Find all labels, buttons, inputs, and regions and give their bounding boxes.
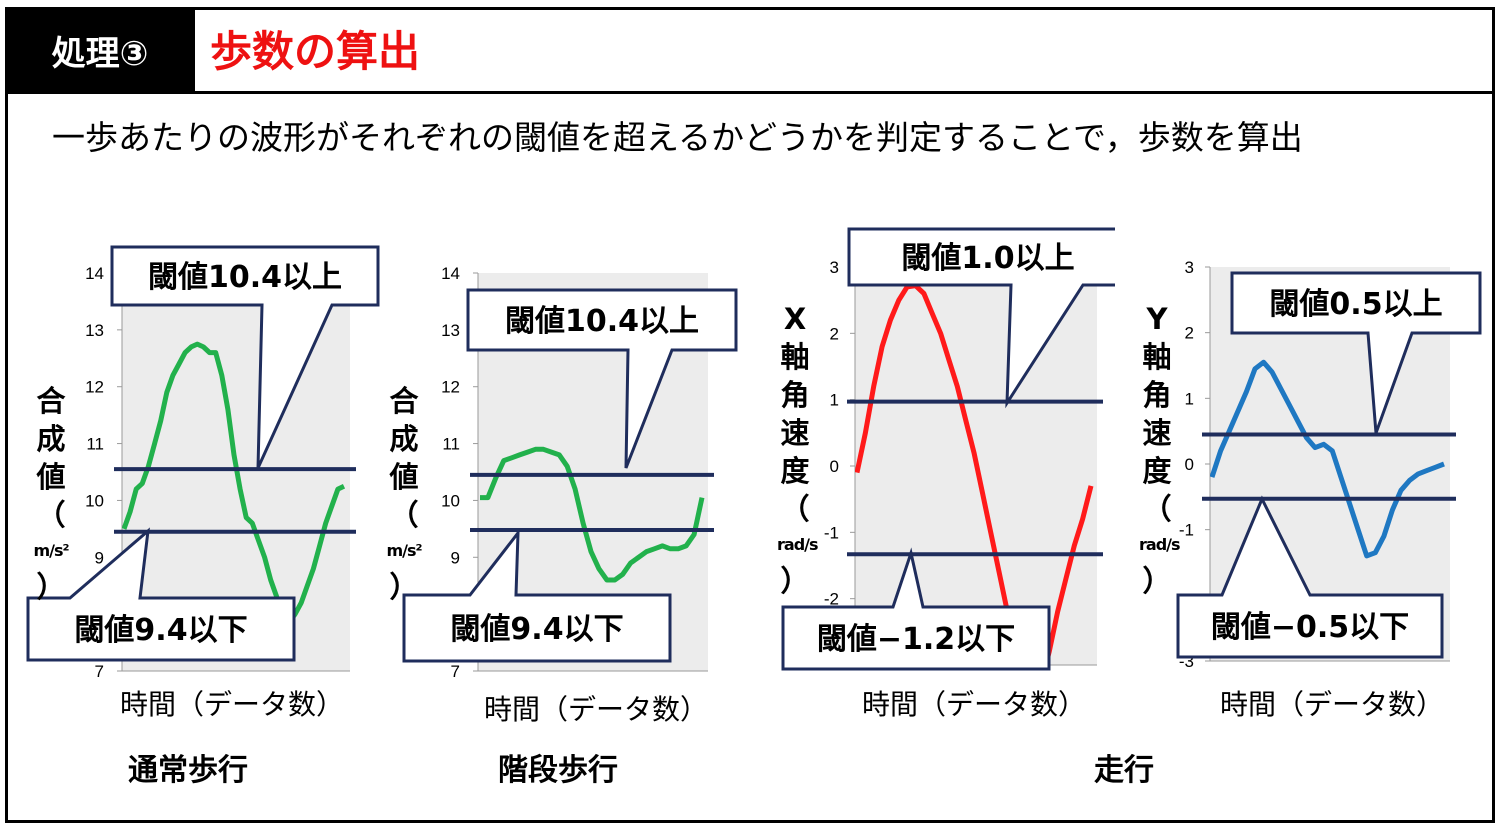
y-axis-title-char: 軸 <box>1142 340 1172 374</box>
y-axis-title-char: （ <box>780 492 810 526</box>
y-axis-title-char: 角 <box>1142 378 1172 412</box>
y-axis-title-stairs: 合成値 （ m/s² ） <box>386 382 422 606</box>
y-axis-title-normal: 合成値 （ m/s² ） <box>33 382 69 606</box>
threshold-label: 閾値9.4以下 <box>74 613 247 648</box>
x-axis-title-run-x: 時間（データ数） <box>862 688 1087 721</box>
y-tick-label: 2 <box>1185 324 1194 343</box>
threshold-callout <box>402 528 672 663</box>
threshold-callout <box>466 288 738 469</box>
y-tick-label: 12 <box>441 378 460 397</box>
slide-frame <box>5 7 1495 823</box>
y-tick-label: 7 <box>451 662 460 681</box>
y-axis-title-char: 軸 <box>780 340 810 374</box>
y-tick-label: 10 <box>441 491 460 510</box>
x-axis-title-run-y: 時間（データ数） <box>1220 688 1445 721</box>
y-axis-title-char: 度 <box>780 454 810 488</box>
y-tick-label: 13 <box>441 321 460 340</box>
process-label-text: 処理③ <box>51 33 149 74</box>
y-axis-title-char: ） <box>36 570 66 604</box>
y-axis-title-char: rad/s <box>1139 535 1181 554</box>
threshold-callout <box>1176 495 1444 659</box>
y-axis-title-char: （ <box>36 498 66 532</box>
threshold-label: 閾値10.4以上 <box>505 304 699 339</box>
y-axis-title-char: 値 <box>36 460 66 494</box>
y-tick-label: 11 <box>86 435 104 454</box>
chart-normal-walking: 7 9 10 11 12 13 14 閾値9.4以下 閾値10.4以上 <box>26 245 380 681</box>
category-normal-walking: 通常歩行 <box>128 753 248 788</box>
threshold-label: 閾値1.0以上 <box>901 241 1074 276</box>
y-axis-title-char: 合 <box>389 384 419 418</box>
y-tick-label: 14 <box>441 264 460 283</box>
chart-stairs-walking: 7 9 10 11 12 13 14 閾値9.4以下 閾値10.4以上 <box>402 264 738 681</box>
y-tick-label: 7 <box>95 662 104 681</box>
y-axis-title-char: 速 <box>780 416 810 450</box>
category-running: 走行 <box>1094 753 1154 788</box>
x-axis-title-normal: 時間（データ数） <box>120 688 345 721</box>
description: 一歩あたりの波形がそれぞれの閾値を超えるかどうかを判定することで，歩数を算出 <box>52 118 1303 157</box>
y-tick-label: 13 <box>85 321 104 340</box>
threshold-label: 閾値10.4以上 <box>148 260 342 295</box>
y-axis-title-char: m/s² <box>33 541 69 560</box>
y-axis-title-char: ） <box>1142 564 1172 598</box>
series-line <box>1210 359 1445 559</box>
series-line <box>855 283 1094 665</box>
series-line <box>480 446 705 583</box>
y-tick-label: 3 <box>1185 258 1194 277</box>
y-tick-label: 0 <box>1185 455 1194 474</box>
y-tick-label: -2 <box>824 590 839 609</box>
y-tick-label: -1 <box>1179 521 1194 540</box>
y-axis-title-char: 成 <box>36 422 66 456</box>
threshold-label: 閾値−1.2以下 <box>817 622 1015 657</box>
y-axis-title-char: ） <box>389 570 419 604</box>
y-tick-label: 3 <box>830 258 839 277</box>
y-tick-label: 9 <box>95 548 104 567</box>
threshold-callout <box>781 547 1051 671</box>
y-tick-label: 12 <box>85 378 104 397</box>
threshold-callout <box>1230 271 1482 434</box>
y-axis-title-char: Y <box>1146 302 1168 336</box>
y-tick-label: 0 <box>830 457 839 476</box>
header-divider <box>5 91 1495 94</box>
y-tick-label: 2 <box>830 324 839 343</box>
series-line <box>122 341 346 626</box>
y-axis-title-char: rad/s <box>777 535 819 554</box>
y-tick-label: 14 <box>85 264 104 283</box>
y-tick-label: 1 <box>830 391 839 410</box>
y-tick-label: 1 <box>1185 389 1194 408</box>
y-axis-title-run-x: X 軸角速度 （ rad/s ） <box>777 300 819 600</box>
threshold-callout <box>26 527 296 662</box>
threshold-label: 閾値0.5以上 <box>1269 287 1442 322</box>
y-axis-title-char: 速 <box>1142 416 1172 450</box>
process-label: 処理③ <box>5 7 195 93</box>
chart-running-x-axis: -2 -1 0 1 2 3 閾値−1.2以下 閾値1.0以上 <box>781 227 1115 671</box>
page-title: 歩数の算出 <box>210 27 421 76</box>
y-axis-title-char: 角 <box>780 378 810 412</box>
y-axis-title-char: ） <box>780 564 810 598</box>
threshold-callout <box>110 245 380 469</box>
y-axis-title-char: 値 <box>389 460 419 494</box>
y-tick-label: 10 <box>85 491 104 510</box>
threshold-label: 閾値9.4以下 <box>450 612 623 647</box>
threshold-callout <box>847 227 1115 409</box>
y-axis-title-char: （ <box>1142 492 1172 526</box>
y-axis-title-char: 合 <box>36 384 66 418</box>
y-axis-title-char: 成 <box>389 422 419 456</box>
category-stairs-walking: 階段歩行 <box>498 753 618 788</box>
y-tick-label: 11 <box>442 435 460 454</box>
threshold-label: 閾値−0.5以下 <box>1211 610 1409 645</box>
x-axis-title-stairs: 時間（データ数） <box>484 693 709 726</box>
y-axis-title-char: 度 <box>1142 454 1172 488</box>
y-axis-title-char: m/s² <box>386 541 422 560</box>
y-tick-label: 9 <box>451 548 460 567</box>
y-tick-label: -1 <box>824 523 839 542</box>
y-axis-title-char: X <box>783 302 807 336</box>
y-axis-title-char: （ <box>389 498 419 532</box>
y-axis-title-run-y: Y 軸角速度 （ rad/s ） <box>1139 300 1181 600</box>
